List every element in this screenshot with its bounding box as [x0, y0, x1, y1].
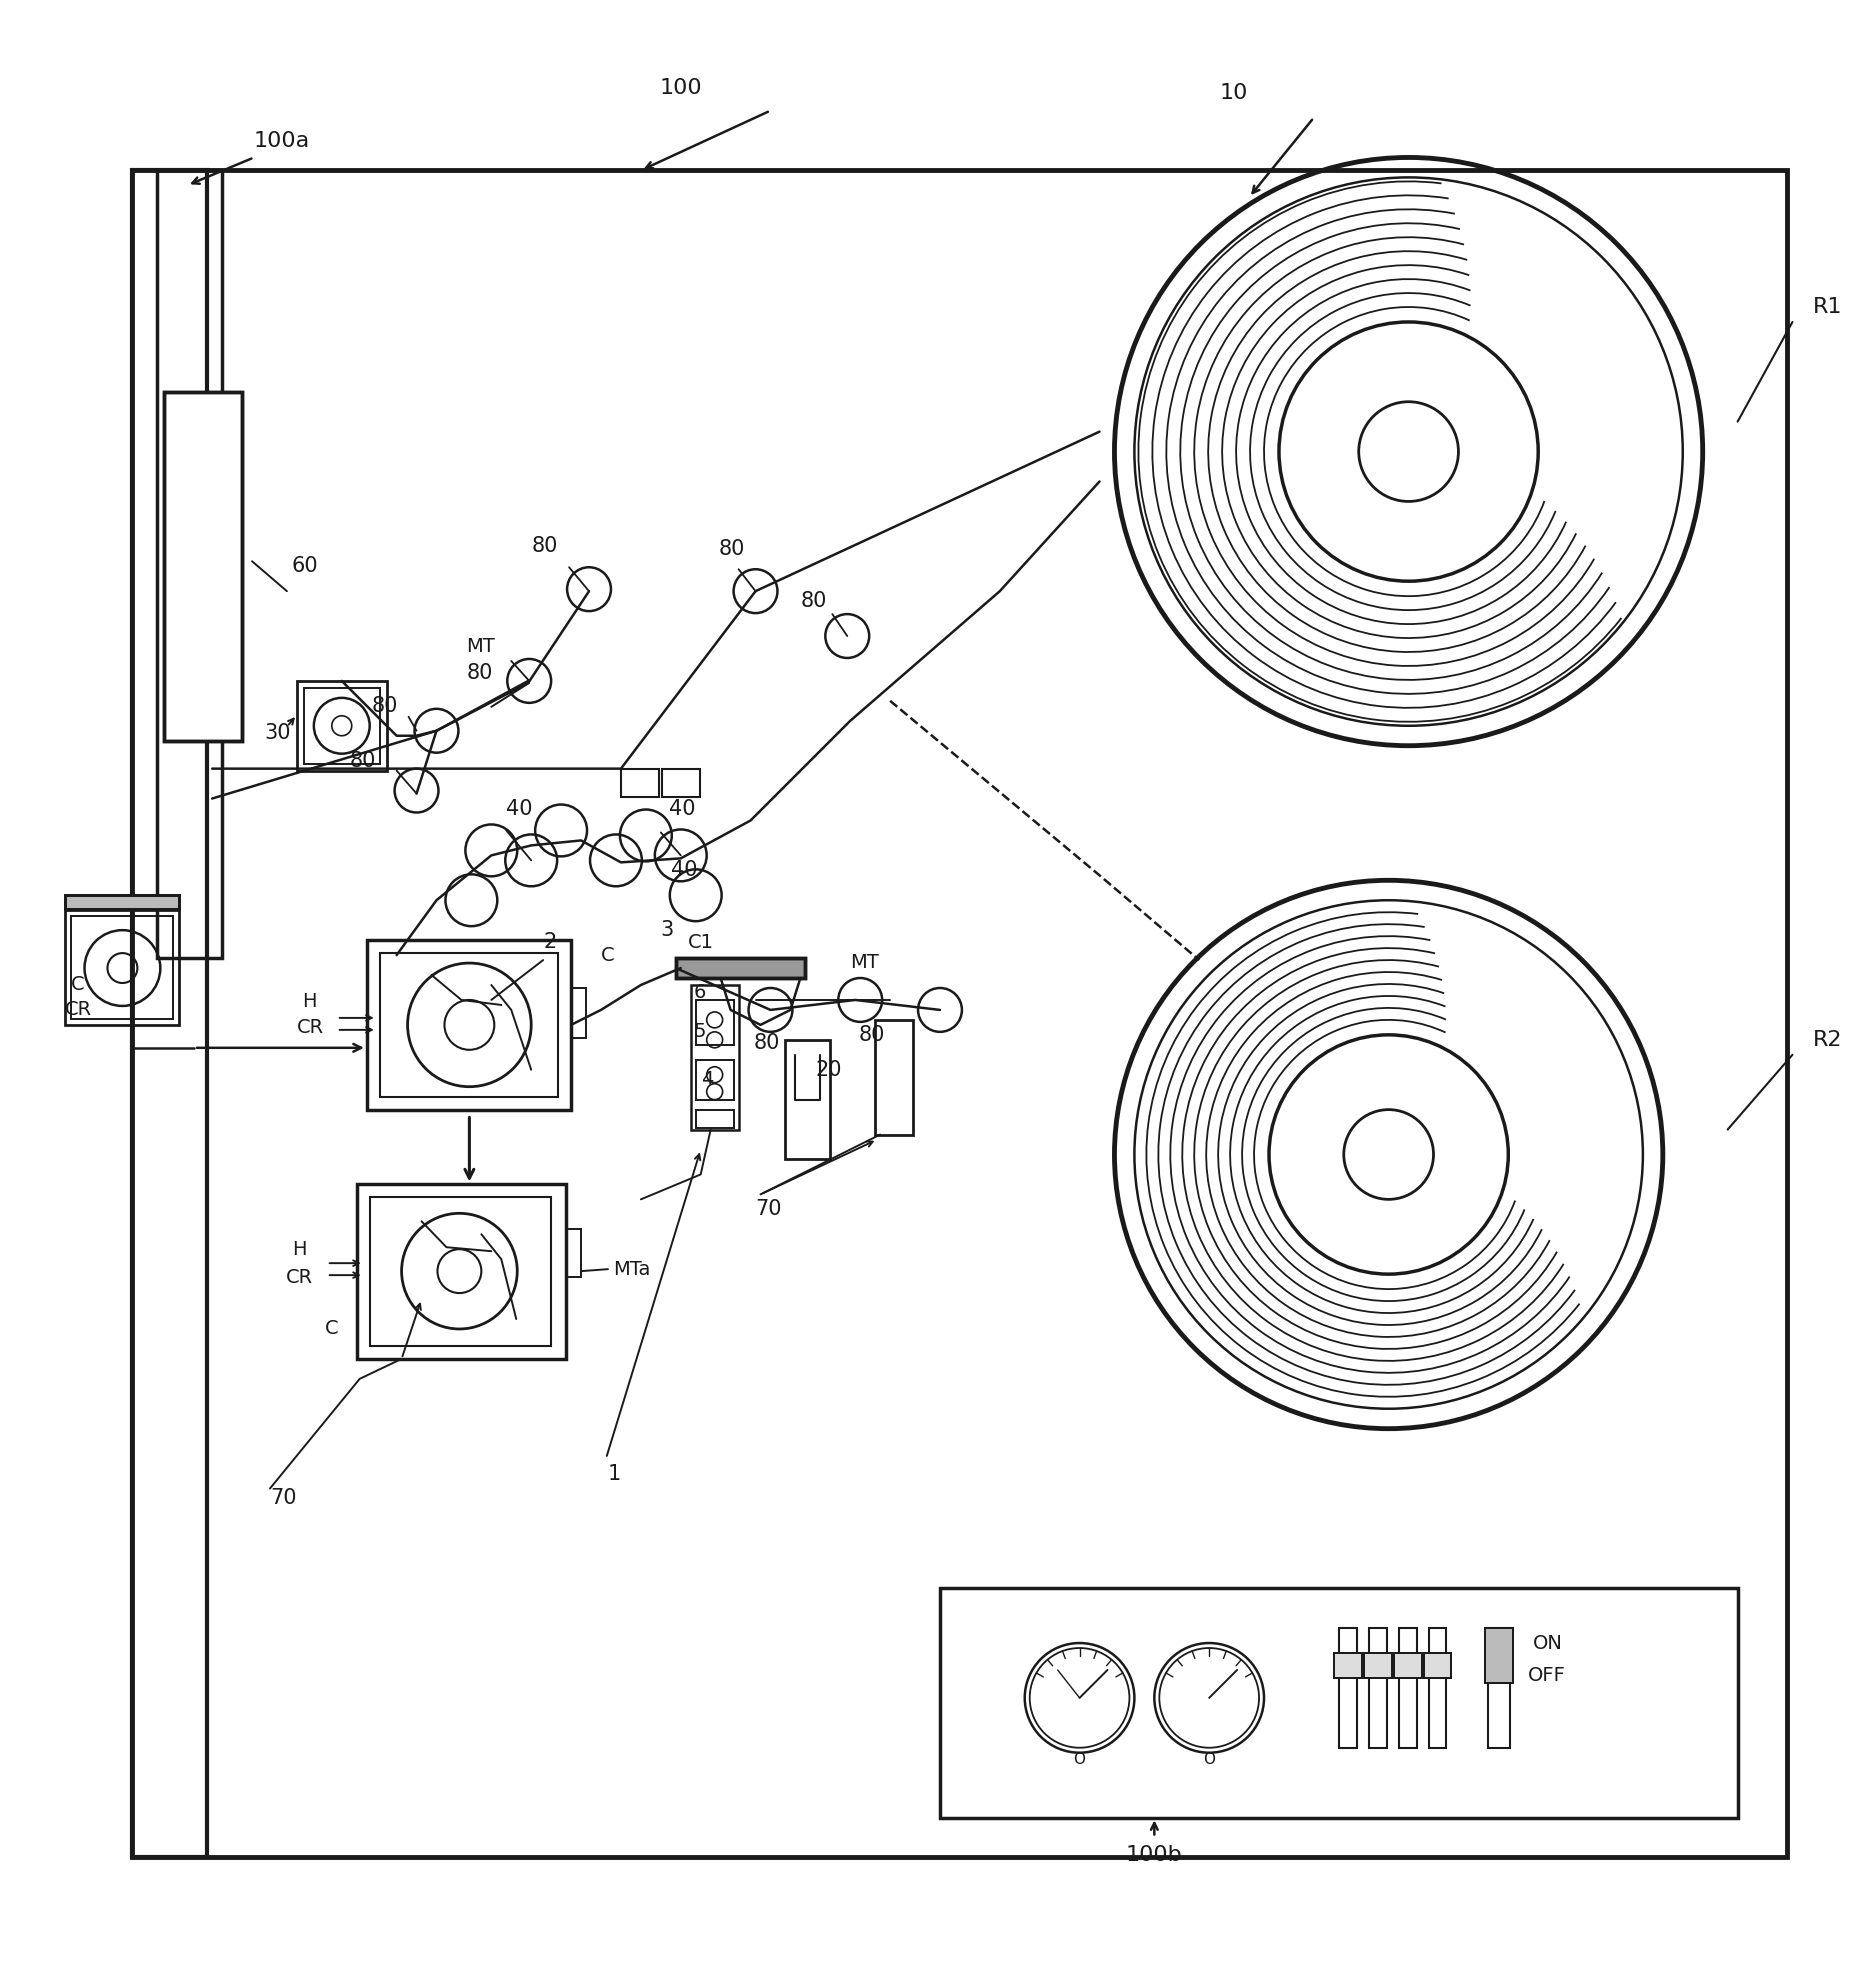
Bar [662, 769, 699, 797]
Text: 80: 80 [800, 592, 826, 612]
Bar [572, 987, 587, 1039]
Text: C1: C1 [688, 932, 714, 952]
Text: C: C [602, 946, 615, 964]
Bar [1394, 1652, 1422, 1678]
Text: CR: CR [65, 1001, 92, 1019]
Text: 100b: 100b [1125, 1845, 1183, 1865]
Bar [164, 391, 243, 742]
Bar [1428, 1629, 1447, 1749]
Text: R2: R2 [1813, 1031, 1841, 1050]
Text: OFF: OFF [1529, 1666, 1566, 1686]
Text: CR: CR [286, 1267, 314, 1286]
Text: 80: 80 [720, 539, 746, 559]
Bar [1334, 1652, 1363, 1678]
Text: 6: 6 [693, 984, 706, 1003]
Text: MTa: MTa [613, 1259, 650, 1279]
Bar [875, 1021, 914, 1135]
Text: 40: 40 [669, 799, 695, 818]
Text: R1: R1 [1813, 297, 1841, 317]
Text: 5: 5 [693, 1023, 706, 1041]
Bar [133, 171, 1787, 1857]
Bar [133, 171, 207, 1857]
Text: 2: 2 [544, 932, 557, 952]
Text: 80: 80 [531, 537, 557, 557]
Bar [1364, 1652, 1392, 1678]
Text: 4: 4 [701, 1070, 714, 1090]
Text: 60: 60 [292, 557, 318, 576]
Bar [1334, 1652, 1363, 1678]
Text: 70: 70 [755, 1200, 781, 1220]
Bar [785, 1041, 830, 1159]
Text: 10: 10 [1219, 83, 1247, 102]
Text: 20: 20 [815, 1060, 841, 1080]
Text: 80: 80 [372, 696, 398, 716]
Bar [297, 681, 387, 771]
Bar [695, 1060, 735, 1100]
Text: 80: 80 [753, 1033, 779, 1052]
Text: MT: MT [467, 637, 495, 655]
Bar [1338, 1629, 1357, 1749]
Text: CR: CR [297, 1019, 323, 1037]
Bar [65, 911, 179, 1025]
Text: 3: 3 [662, 921, 675, 940]
Bar [1394, 1652, 1422, 1678]
Bar [379, 954, 559, 1098]
Text: 100: 100 [660, 77, 703, 98]
Bar [1424, 1652, 1452, 1678]
Bar [370, 1198, 551, 1345]
Bar [695, 1109, 735, 1127]
Text: 30: 30 [264, 722, 290, 744]
Bar [65, 895, 179, 909]
Bar [677, 958, 806, 978]
Bar [566, 1229, 581, 1277]
Text: 100a: 100a [254, 130, 310, 151]
Bar [1486, 1629, 1514, 1684]
Bar [157, 171, 222, 958]
Text: 80: 80 [350, 751, 376, 771]
Bar [695, 999, 735, 1044]
Bar [1486, 1629, 1514, 1684]
Bar [305, 688, 379, 763]
Bar [71, 917, 174, 1019]
Text: ON: ON [1533, 1633, 1562, 1652]
Text: 80: 80 [858, 1025, 884, 1044]
Bar [1368, 1629, 1387, 1749]
Text: H: H [292, 1239, 307, 1259]
Text: 40: 40 [671, 860, 697, 881]
Bar [1488, 1629, 1510, 1749]
Text: MT: MT [850, 952, 878, 972]
Text: 70: 70 [269, 1489, 297, 1509]
Bar [1364, 1652, 1392, 1678]
Bar [692, 985, 738, 1129]
Bar [357, 1184, 566, 1359]
Bar [1398, 1629, 1417, 1749]
Bar [677, 958, 806, 978]
Text: C: C [71, 976, 84, 995]
Text: 80: 80 [467, 663, 493, 683]
Text: 40: 40 [506, 799, 533, 818]
Text: O: O [1204, 1753, 1215, 1766]
Bar [1424, 1652, 1452, 1678]
Text: H: H [303, 993, 316, 1011]
Bar [366, 940, 572, 1109]
Bar [940, 1587, 1738, 1818]
Bar [65, 895, 179, 909]
Bar [164, 391, 243, 742]
Text: 1: 1 [607, 1463, 621, 1483]
Text: O: O [1073, 1753, 1086, 1766]
Text: C: C [325, 1320, 338, 1338]
Bar [621, 769, 658, 797]
